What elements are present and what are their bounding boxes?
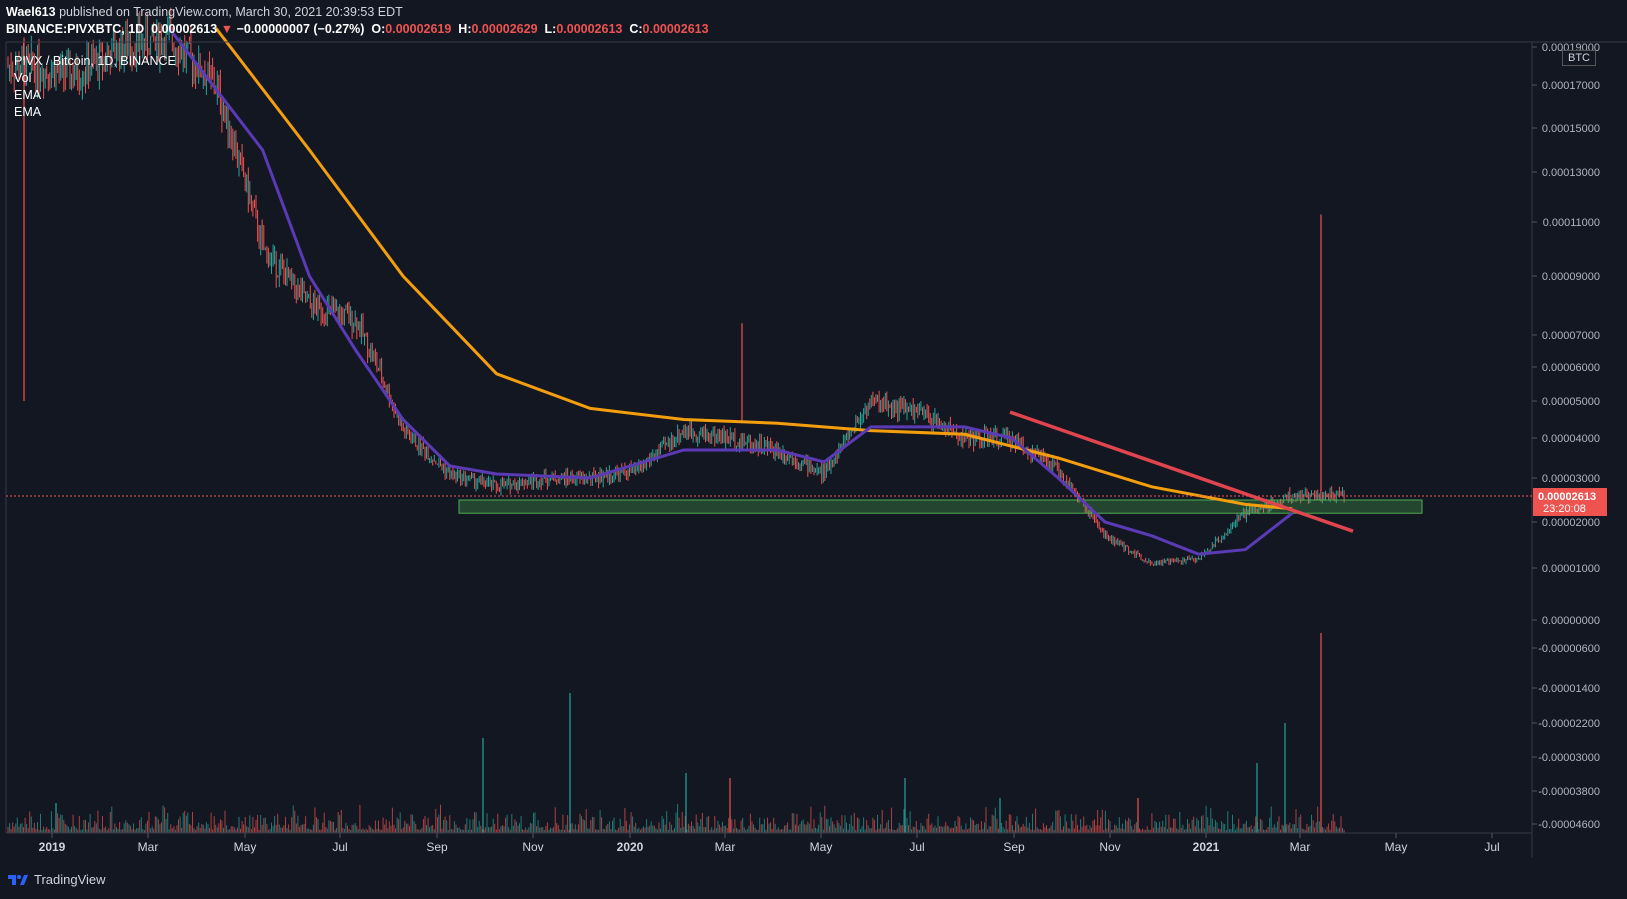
y-tick-label: 0.00015000 bbox=[1542, 123, 1600, 135]
x-tick-label: Mar bbox=[1290, 840, 1311, 854]
last-value: 0.00002613 bbox=[151, 22, 218, 36]
footer bbox=[0, 860, 1627, 899]
chart-background bbox=[0, 0, 1627, 860]
symbol-line: BINANCE:PIVXBTC, 1D bbox=[6, 22, 145, 36]
legend-title[interactable]: PIVX / Bitcoin, 1D, BINANCE bbox=[14, 54, 176, 68]
y-tick-label: 0.00006000 bbox=[1542, 362, 1600, 374]
y-tick-label: 0.00002000 bbox=[1542, 517, 1600, 529]
y-tick-label: 0.00013000 bbox=[1542, 167, 1600, 179]
y-tick-label: 0.00000000 bbox=[1542, 615, 1600, 627]
close-value: 0.00002613 bbox=[642, 22, 709, 36]
y-tick-label: 0.00017000 bbox=[1542, 80, 1600, 92]
x-tick-label: Sep bbox=[1003, 840, 1025, 854]
y-tick-label: -0.00002200 bbox=[1538, 718, 1600, 730]
y-tick-label: -0.00003000 bbox=[1538, 752, 1600, 764]
last-price-label: 0.00002613 bbox=[1538, 491, 1596, 503]
currency-badge[interactable]: BTC bbox=[1562, 50, 1596, 66]
y-tick-label: -0.00004600 bbox=[1538, 819, 1600, 831]
x-tick-label: 2021 bbox=[1193, 840, 1220, 854]
price-chart[interactable]: 0.000190000.000170000.000150000.00013000… bbox=[0, 0, 1627, 860]
low-label: L: bbox=[544, 22, 557, 36]
last-price-tag bbox=[1533, 488, 1607, 516]
x-tick-label: 2019 bbox=[39, 840, 66, 854]
y-tick-label: -0.00003800 bbox=[1538, 786, 1600, 798]
x-tick-label: Nov bbox=[522, 840, 543, 854]
support-zone[interactable] bbox=[458, 499, 1423, 514]
y-tick-label: -0.00001400 bbox=[1538, 683, 1600, 695]
tradingview-logo[interactable]: TradingView bbox=[8, 872, 106, 887]
y-tick-label: 0.00007000 bbox=[1542, 330, 1600, 342]
down-arrow-icon: ▼ bbox=[220, 22, 234, 36]
x-tick-label: Jul bbox=[1484, 840, 1499, 854]
close-label: C: bbox=[629, 22, 643, 36]
legend-ema-fast[interactable]: EMA bbox=[14, 88, 42, 102]
time-axis[interactable]: 2019 Mar May Jul Sep Nov 2020 Mar May Jul Sep Nov 20… bbox=[39, 833, 1500, 854]
ema-fast-line[interactable] bbox=[167, 27, 1294, 556]
x-tick-label: Nov bbox=[1099, 840, 1120, 854]
candles bbox=[7, 7, 1345, 567]
overlays bbox=[167, 27, 1423, 556]
tradingview-brand: TradingView bbox=[34, 872, 106, 887]
ema-slow-line[interactable] bbox=[214, 27, 1293, 511]
x-tick-label: Sep bbox=[426, 840, 448, 854]
high-label: H: bbox=[458, 22, 472, 36]
high-value: 0.00002629 bbox=[471, 22, 538, 36]
change-value: −0.00000007 (−0.27%) bbox=[236, 22, 365, 36]
y-tick-label: -0.00000600 bbox=[1538, 643, 1600, 655]
open-label: O: bbox=[371, 22, 386, 36]
author-name[interactable]: Wael613 bbox=[6, 5, 56, 19]
y-tick-label: 0.00009000 bbox=[1542, 271, 1600, 283]
x-tick-label: Mar bbox=[138, 840, 159, 854]
price-axis[interactable]: 0.000190000.000170000.000150000.00013000… bbox=[1532, 42, 1600, 831]
legend-vol[interactable]: Vol bbox=[14, 71, 32, 85]
y-tick-label: 0.00005000 bbox=[1542, 396, 1600, 408]
published-text: published on TradingView.com, March 30, … bbox=[59, 5, 403, 19]
trendline[interactable] bbox=[1009, 410, 1354, 533]
x-tick-label: May bbox=[234, 840, 257, 854]
symbol-ohlc-line: BINANCE:PIVXBTC, 1D 0.00002613 ▼ −0.0000… bbox=[6, 22, 709, 36]
y-tick-label: 0.00003000 bbox=[1542, 473, 1600, 485]
indicator-legend: PIVX / Bitcoin, 1D, BINANCE Vol EMA EMA bbox=[14, 53, 176, 121]
publish-info: Wael613 published on TradingView.com, Ma… bbox=[6, 5, 403, 19]
open-value: 0.00002619 bbox=[385, 22, 452, 36]
x-tick-label: May bbox=[1385, 840, 1408, 854]
y-tick-label: 0.00004000 bbox=[1542, 433, 1600, 445]
x-tick-label: May bbox=[810, 840, 833, 854]
countdown-label: 23:20:08 bbox=[1543, 503, 1586, 515]
x-tick-label: Jul bbox=[909, 840, 924, 854]
x-tick-label: Jul bbox=[332, 840, 347, 854]
tradingview-icon bbox=[8, 874, 28, 885]
y-tick-label: 0.00011000 bbox=[1543, 217, 1600, 229]
y-tick-label: 0.00001000 bbox=[1542, 563, 1600, 575]
legend-ema-slow[interactable]: EMA bbox=[14, 105, 42, 119]
x-tick-label: 2020 bbox=[617, 840, 644, 854]
x-tick-label: Mar bbox=[715, 840, 736, 854]
volume-bars bbox=[7, 633, 1345, 833]
low-value: 0.00002613 bbox=[556, 22, 623, 36]
